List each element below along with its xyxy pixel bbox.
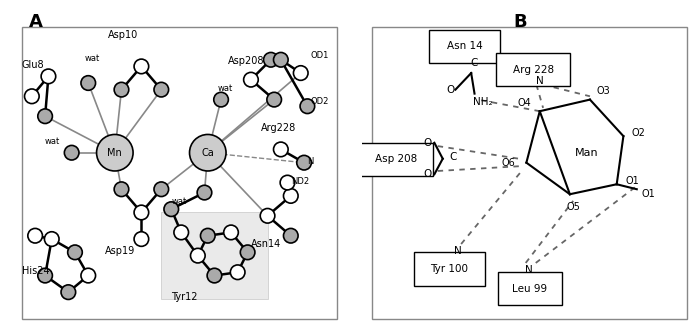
Text: Arg228: Arg228 (261, 123, 296, 133)
Text: His24: His24 (22, 266, 49, 276)
Circle shape (284, 189, 298, 203)
Circle shape (45, 232, 59, 246)
Circle shape (297, 155, 312, 170)
Circle shape (240, 245, 255, 260)
Text: O: O (423, 169, 431, 179)
Text: Tyr12: Tyr12 (171, 292, 198, 302)
Text: wat: wat (171, 197, 187, 206)
Circle shape (97, 134, 133, 171)
Circle shape (300, 99, 314, 114)
Circle shape (230, 265, 245, 280)
Text: C: C (450, 152, 457, 162)
Circle shape (81, 76, 95, 90)
Circle shape (38, 109, 52, 124)
Bar (22, 27, 337, 319)
Text: A: A (29, 13, 43, 31)
Text: wat: wat (85, 54, 100, 63)
Text: O2: O2 (631, 128, 645, 138)
Text: Arg 228: Arg 228 (512, 65, 553, 75)
Circle shape (201, 228, 215, 243)
Circle shape (114, 82, 129, 97)
Circle shape (244, 72, 259, 87)
Circle shape (293, 66, 308, 80)
Circle shape (154, 182, 169, 197)
Circle shape (28, 228, 43, 243)
Text: Asp208: Asp208 (228, 56, 264, 66)
Text: O: O (446, 85, 454, 95)
Text: O4: O4 (518, 98, 532, 108)
Text: O3: O3 (597, 86, 610, 96)
Text: Leu 99: Leu 99 (512, 284, 547, 294)
Text: Mn: Mn (107, 148, 122, 158)
Text: Glu8: Glu8 (22, 60, 45, 70)
Text: Asn14: Asn14 (251, 239, 281, 249)
Circle shape (164, 202, 178, 216)
Text: B: B (513, 13, 527, 31)
Circle shape (24, 89, 39, 104)
Circle shape (134, 205, 148, 220)
Circle shape (61, 285, 76, 299)
Text: wat: wat (217, 84, 233, 93)
Text: N: N (525, 265, 533, 275)
Circle shape (273, 52, 288, 67)
Text: O5: O5 (566, 203, 580, 212)
Circle shape (197, 185, 212, 200)
Circle shape (68, 245, 82, 260)
FancyBboxPatch shape (359, 143, 433, 176)
FancyBboxPatch shape (498, 272, 562, 305)
Circle shape (284, 228, 298, 243)
Circle shape (81, 268, 95, 283)
FancyBboxPatch shape (429, 30, 500, 63)
FancyBboxPatch shape (414, 252, 484, 286)
Text: O1: O1 (626, 176, 640, 186)
Circle shape (38, 268, 52, 283)
Circle shape (267, 92, 282, 107)
Text: Tyr 100: Tyr 100 (431, 264, 468, 274)
Circle shape (214, 92, 229, 107)
Circle shape (41, 69, 56, 84)
Circle shape (154, 82, 169, 97)
Circle shape (263, 52, 278, 67)
Circle shape (114, 182, 129, 197)
Text: Asp19: Asp19 (105, 246, 135, 256)
Text: ND2: ND2 (291, 177, 309, 186)
Text: Man: Man (575, 148, 599, 158)
Circle shape (280, 175, 295, 190)
Text: O1: O1 (642, 189, 655, 199)
Circle shape (64, 145, 79, 160)
Text: Asp10: Asp10 (108, 30, 139, 40)
Text: wat: wat (45, 137, 61, 146)
Circle shape (134, 59, 148, 74)
Text: Ca: Ca (201, 148, 214, 158)
Circle shape (190, 134, 226, 171)
Text: OD2: OD2 (311, 97, 329, 106)
Circle shape (190, 248, 205, 263)
Text: NH₂: NH₂ (473, 97, 493, 107)
Text: N: N (454, 246, 461, 256)
Circle shape (273, 142, 288, 157)
Text: O6: O6 (501, 158, 515, 168)
Circle shape (174, 225, 188, 240)
Text: Asp 208: Asp 208 (375, 154, 417, 164)
Bar (372, 27, 687, 319)
Text: O: O (423, 138, 431, 148)
Text: OD1: OD1 (311, 51, 329, 60)
Circle shape (134, 232, 148, 246)
Text: N: N (536, 76, 544, 86)
Circle shape (224, 225, 238, 240)
Text: C: C (470, 58, 477, 68)
Circle shape (260, 208, 275, 223)
Text: Asn 14: Asn 14 (447, 42, 482, 51)
Text: N: N (307, 157, 314, 166)
Circle shape (207, 268, 222, 283)
Bar (161, 212, 268, 299)
FancyBboxPatch shape (496, 53, 570, 86)
